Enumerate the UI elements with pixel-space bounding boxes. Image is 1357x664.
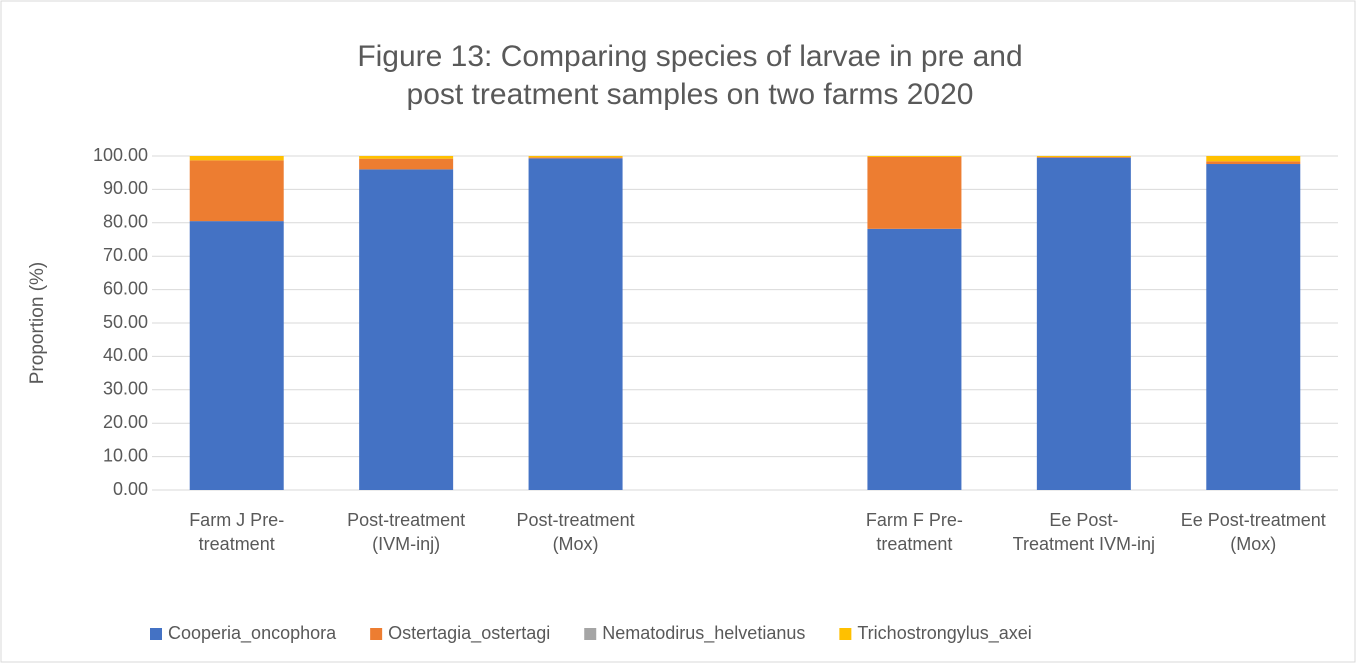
bar-segment [189, 156, 284, 161]
x-tick-label: Ee Post-Treatment IVM-inj [1012, 510, 1156, 554]
y-tick-label: 40.00 [103, 345, 148, 365]
bar-segment [1036, 156, 1131, 158]
bar-segment [528, 157, 623, 159]
x-tick-label: Ee Post-treatment (Mox) [1180, 510, 1326, 554]
bar-segment [867, 156, 962, 158]
bar-segment [1036, 157, 1131, 158]
bar-segment [528, 156, 623, 158]
legend-label: Ostertagia_ostertagi [388, 623, 550, 644]
y-tick-label: 10.00 [103, 445, 148, 465]
bar-segment [867, 228, 962, 490]
y-tick-label: 100.00 [93, 145, 148, 165]
legend-swatch [839, 628, 852, 640]
chart-title: Figure 13: Comparing species of larvae i… [357, 40, 1023, 111]
x-tick-label: Farm F Pre-treatment [865, 510, 963, 554]
legend-swatch [370, 628, 383, 640]
bar-segment [359, 169, 454, 491]
legend-swatch [584, 628, 597, 640]
y-tick-label: 30.00 [103, 379, 148, 399]
bar-segment [1206, 161, 1301, 165]
y-tick-label: 60.00 [103, 278, 148, 298]
y-tick-label: 0.00 [113, 479, 148, 499]
bar-segment [359, 158, 454, 170]
x-tick-label: Farm J Pre-treatment [189, 510, 285, 554]
y-axis-label: Proportion (%) [27, 262, 48, 385]
legend-swatch [150, 628, 162, 640]
y-tick-label: 90.00 [103, 178, 148, 198]
bar-segment [359, 156, 454, 159]
bar-segment [189, 160, 284, 222]
legend-label: Cooperia_oncophora [168, 623, 337, 644]
y-tick-label: 50.00 [103, 312, 148, 332]
bar-segment [528, 158, 623, 490]
bar-segment [1206, 164, 1301, 491]
bar-segment [189, 221, 284, 490]
bar-segment [867, 157, 962, 229]
y-tick-label: 80.00 [103, 212, 148, 232]
legend-label: Nematodirus_helvetianus [602, 623, 805, 644]
x-tick-label: Post-treatment (Mox) [516, 510, 635, 554]
x-tick-label: Post-treatment (IVM-inj) [347, 510, 466, 554]
y-tick-label: 70.00 [103, 245, 148, 265]
bar-segment [1036, 157, 1131, 491]
y-tick-label: 20.00 [103, 412, 148, 432]
bar-segment [1206, 156, 1301, 162]
legend-label: Trichostrongylus_axei [857, 623, 1031, 644]
